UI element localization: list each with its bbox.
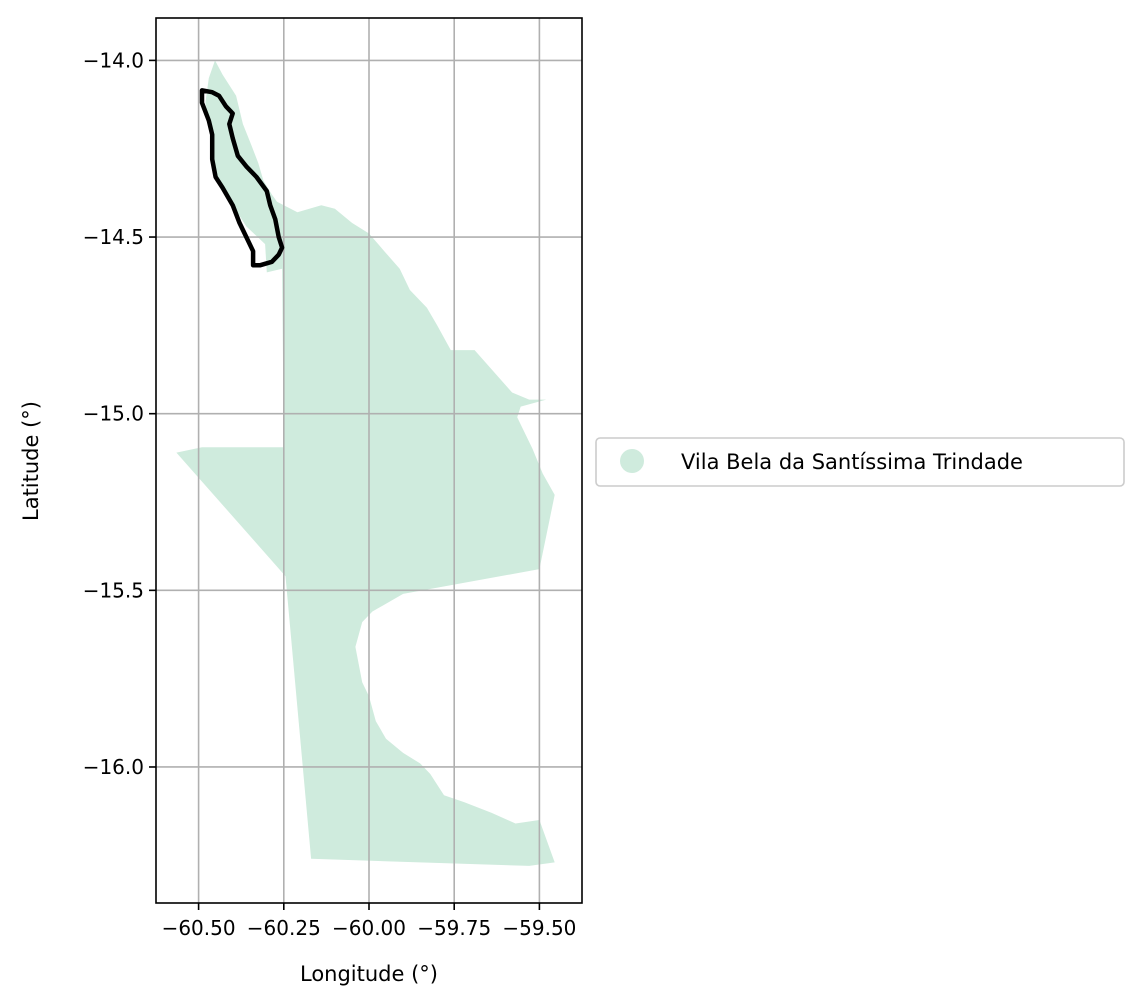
y-axis-label: Latitude (°): [19, 401, 43, 521]
x-tick-label: −59.50: [502, 916, 576, 940]
outline-polygon: [199, 88, 285, 268]
x-axis-label: Longitude (°): [300, 962, 438, 986]
x-axis: −60.50 −60.25 −60.00 −59.75 −59.50: [162, 903, 576, 940]
x-tick-label: −60.50: [162, 916, 236, 940]
x-tick-label: −60.25: [247, 916, 321, 940]
legend: Vila Bela da Santíssima Trindade: [595, 437, 1125, 487]
gridlines: [156, 18, 582, 903]
legend-box: [595, 437, 1125, 487]
x-tick-label: −59.75: [417, 916, 491, 940]
legend-marker: [620, 449, 644, 473]
y-tick-label: −15.5: [83, 578, 144, 602]
y-tick-label: −15.0: [83, 402, 144, 426]
y-tick-label: −16.0: [83, 755, 144, 779]
y-axis: −14.0 −14.5 −15.0 −15.5 −16.0: [83, 48, 156, 779]
x-tick-label: −60.00: [332, 916, 406, 940]
y-tick-label: −14.0: [83, 48, 144, 72]
legend-label: Vila Bela da Santíssima Trindade: [681, 450, 1023, 474]
y-tick-label: −14.5: [83, 225, 144, 249]
